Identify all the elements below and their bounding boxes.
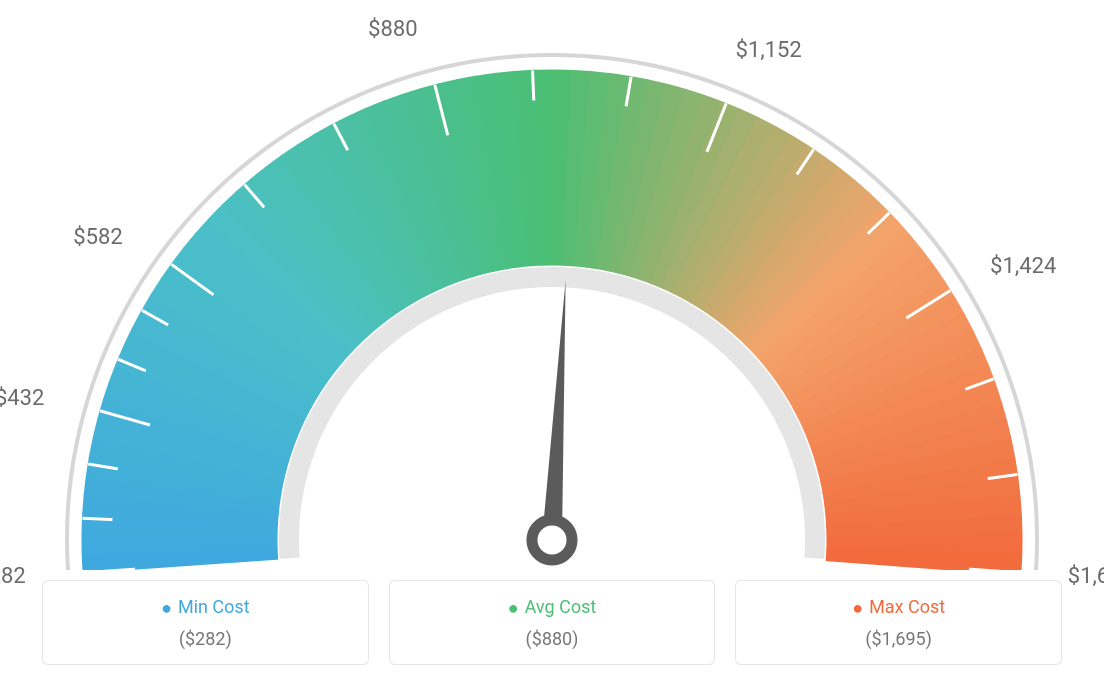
gauge-tick-label: $432 xyxy=(0,386,44,411)
gauge-tick-label: $880 xyxy=(368,17,417,42)
legend-value-avg: ($880) xyxy=(400,629,705,650)
cost-gauge-container: $282 $432 $582 $880 $1,152 $1,424 $1,695 ● Min … xyxy=(0,0,1104,690)
legend-title-avg: ● Avg Cost xyxy=(400,597,705,619)
gauge-chart xyxy=(0,10,1104,570)
legend-row: ● Min Cost ($282) ● Avg Cost ($880) ● Max C… xyxy=(42,580,1062,665)
legend-title-max: ● Max Cost xyxy=(746,597,1051,619)
legend-label: Avg Cost xyxy=(525,597,597,618)
legend-label: Max Cost xyxy=(869,597,945,618)
gauge-tick-label: $1,152 xyxy=(736,38,802,63)
legend-value-min: ($282) xyxy=(53,629,358,650)
gauge-tick-label: $582 xyxy=(73,225,122,250)
legend-card-max: ● Max Cost ($1,695) xyxy=(735,580,1062,665)
dot-icon: ● xyxy=(508,598,519,619)
legend-label: Min Cost xyxy=(178,597,250,618)
dot-icon: ● xyxy=(852,598,863,619)
dot-icon: ● xyxy=(161,598,172,619)
legend-card-min: ● Min Cost ($282) xyxy=(42,580,369,665)
legend-card-avg: ● Avg Cost ($880) xyxy=(389,580,716,665)
gauge-tick-label: $1,695 xyxy=(1068,564,1104,589)
gauge-tick-label: $1,424 xyxy=(990,254,1056,279)
legend-title-min: ● Min Cost xyxy=(53,597,358,619)
legend-value-max: ($1,695) xyxy=(746,629,1051,650)
gauge-tick-label: $282 xyxy=(0,564,26,589)
